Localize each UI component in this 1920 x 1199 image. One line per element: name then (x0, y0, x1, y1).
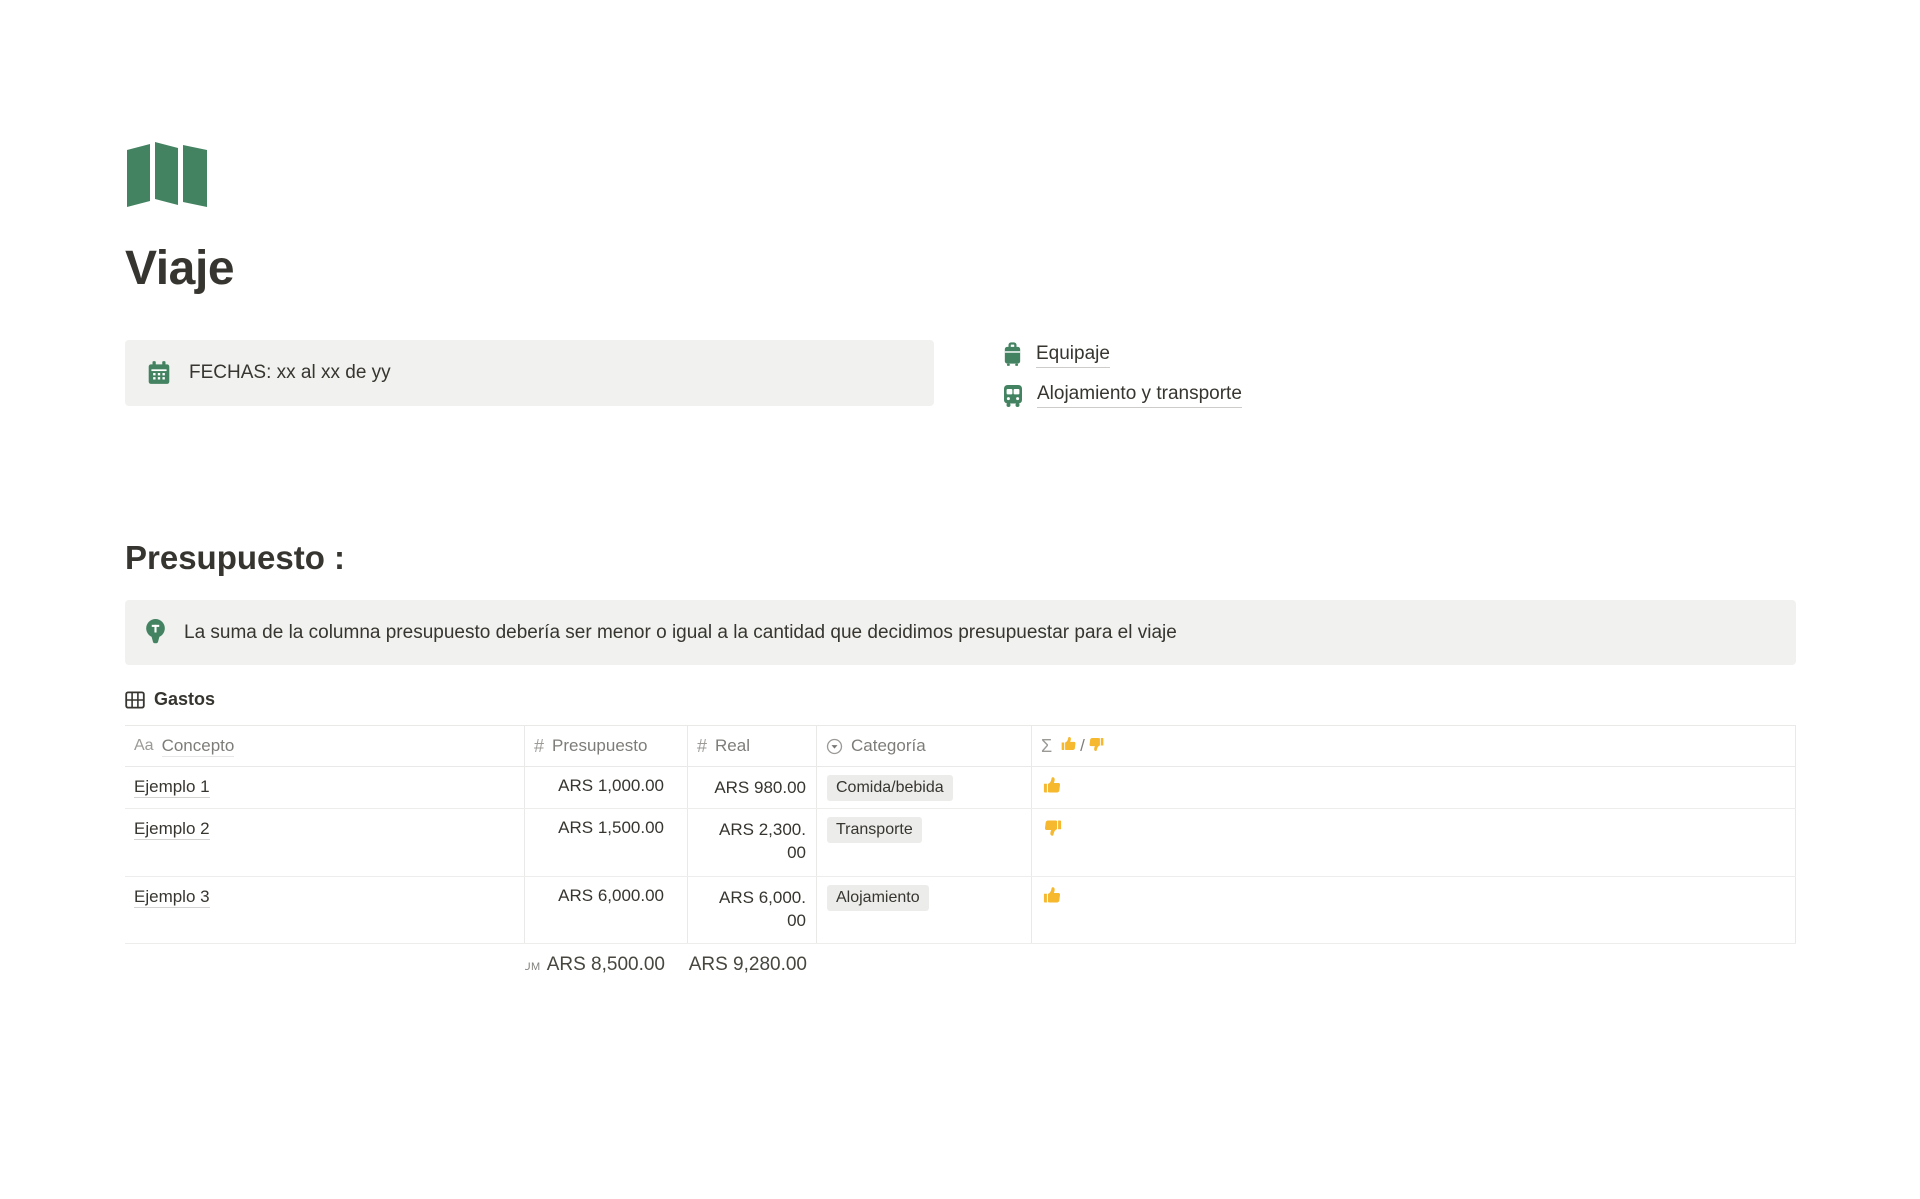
table-header-row: Aa Concepto # Presupuesto # Real Categor… (125, 725, 1796, 767)
table-row: Ejemplo 2 ARS 1,500.00 ARS 2,300.00 Tran… (125, 809, 1796, 877)
cell-presupuesto[interactable]: ARS 6,000.00 (525, 877, 688, 943)
top-columns: FECHAS: xx al xx de yy Equipaje (125, 340, 1796, 422)
link-equipaje[interactable]: Equipaje (1001, 342, 1242, 368)
column-header-categoria[interactable]: Categoría (817, 726, 1032, 766)
table-title-label[interactable]: Gastos (154, 689, 216, 709)
sum-label: SUM (525, 961, 541, 973)
thumbs-up-icon (1042, 885, 1063, 911)
cell-rating[interactable] (1032, 809, 1796, 876)
cell-categoria[interactable]: Transporte (817, 809, 1032, 876)
table-row: Ejemplo 1 ARS 1,000.00 ARS 980.00 Comida… (125, 767, 1796, 809)
cell-categoria[interactable]: Comida/bebida (817, 767, 1032, 808)
sigma-icon: Σ (1041, 735, 1053, 756)
table-row: Ejemplo 3 ARS 6,000.00 ARS 6,000.00 Aloj… (125, 877, 1796, 944)
column-header-concepto[interactable]: Aa Concepto (125, 726, 525, 766)
tip-callout: La suma de la columna presupuesto deberí… (125, 600, 1796, 665)
thumbs-up-icon (1060, 735, 1078, 758)
cell-presupuesto[interactable]: ARS 1,000.00 (525, 767, 688, 808)
cell-real[interactable]: ARS 2,300.00 (688, 809, 817, 876)
category-tag[interactable]: Alojamiento (827, 885, 929, 911)
luggage-icon (1004, 342, 1021, 366)
cell-concepto[interactable]: Ejemplo 3 (125, 877, 525, 943)
category-tag[interactable]: Transporte (827, 817, 922, 843)
tip-text: La suma de la columna presupuesto deberí… (184, 621, 1177, 643)
thumbs-up-icon (1042, 775, 1063, 801)
text-type-icon: Aa (134, 737, 154, 754)
cell-rating[interactable] (1032, 877, 1796, 943)
page-title: Viaje (125, 242, 235, 295)
table-summary-row: SUM ARS 8,500.00 ARS 9,280.00 (125, 944, 1796, 976)
gastos-table: Aa Concepto # Presupuesto # Real Categor… (125, 725, 1796, 976)
budget-heading: Presupuesto : (125, 539, 346, 576)
category-tag[interactable]: Comida/bebida (827, 775, 953, 801)
page-links: Equipaje Alojamiento y transporte (1001, 340, 1242, 422)
column-header-rating[interactable]: Σ / (1032, 726, 1796, 766)
notion-page: Viaje FECHAS: xx al xx de yy (125, 141, 1796, 976)
bus-icon (1004, 385, 1022, 407)
dates-callout: FECHAS: xx al xx de yy (125, 340, 934, 406)
summary-spacer (125, 954, 525, 976)
lightbulb-icon (146, 619, 165, 644)
column-header-real[interactable]: # Real (688, 726, 817, 766)
number-type-icon: # (534, 735, 545, 756)
cell-rating[interactable] (1032, 767, 1796, 808)
dates-text: FECHAS: xx al xx de yy (189, 362, 391, 383)
link-alojamiento-transporte[interactable]: Alojamiento y transporte (1001, 382, 1242, 408)
cell-real[interactable]: ARS 980.00 (688, 767, 817, 808)
sum-value: ARS 9,280.00 (688, 954, 807, 975)
calendar-icon (148, 361, 170, 384)
real-sum[interactable]: ARS 9,280.00 (688, 954, 817, 976)
cell-concepto[interactable]: Ejemplo 2 (125, 809, 525, 876)
link-label[interactable]: Alojamiento y transporte (1037, 382, 1242, 408)
thumbs-down-icon (1042, 817, 1063, 843)
column-header-presupuesto[interactable]: # Presupuesto (525, 726, 688, 766)
table-icon (125, 691, 145, 708)
number-type-icon: # (697, 735, 708, 756)
thumbs-down-icon (1087, 735, 1105, 758)
table-title[interactable]: Gastos (125, 689, 265, 710)
sum-value: ARS 8,500.00 (546, 954, 665, 975)
map-icon[interactable] (125, 141, 211, 208)
cell-concepto[interactable]: Ejemplo 1 (125, 767, 525, 808)
presupuesto-sum[interactable]: SUM ARS 8,500.00 (525, 954, 688, 976)
select-icon (826, 738, 843, 755)
cell-categoria[interactable]: Alojamiento (817, 877, 1032, 943)
cell-presupuesto[interactable]: ARS 1,500.00 (525, 809, 688, 876)
link-label[interactable]: Equipaje (1036, 342, 1110, 368)
cell-real[interactable]: ARS 6,000.00 (688, 877, 817, 943)
